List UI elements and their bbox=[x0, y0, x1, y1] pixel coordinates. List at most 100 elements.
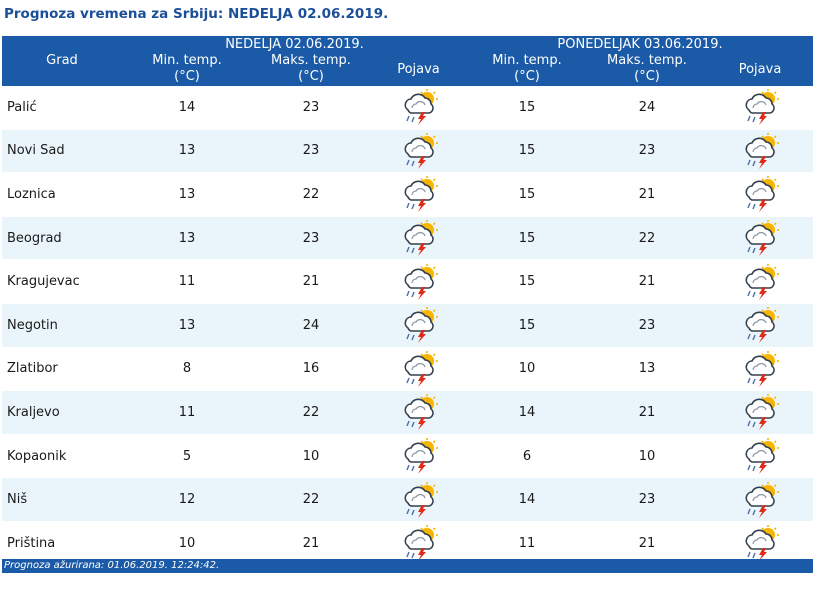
day2-max-temp: 21 bbox=[587, 172, 707, 217]
day2-min-temp: 14 bbox=[467, 390, 587, 435]
day1-pojava bbox=[370, 86, 467, 130]
max-temp-label: Maks. temp. bbox=[271, 53, 351, 68]
day2-max-temp: 21 bbox=[587, 259, 707, 304]
day1-max-temp: 22 bbox=[252, 172, 370, 217]
day2-min-temp: 15 bbox=[467, 303, 587, 348]
thunderstorm-sun-icon bbox=[399, 307, 439, 344]
table-row: Beograd 13 23 15 22 bbox=[2, 216, 814, 261]
city-name: Zlatibor bbox=[2, 347, 122, 392]
day2-pojava bbox=[707, 347, 814, 392]
day1-min-temp: 11 bbox=[122, 259, 252, 304]
day2-pojava bbox=[707, 259, 814, 304]
day2-max-temp: 24 bbox=[587, 86, 707, 130]
day1-min-temp: 8 bbox=[122, 347, 252, 392]
day2-min-temp: 15 bbox=[467, 172, 587, 217]
thunderstorm-sun-icon bbox=[399, 132, 439, 169]
city-name: Negotin bbox=[2, 303, 122, 348]
thunderstorm-sun-icon bbox=[399, 525, 439, 562]
day1-pojava bbox=[370, 521, 467, 566]
table-row: Negotin 13 24 15 23 bbox=[2, 303, 814, 348]
day2-pojava bbox=[707, 86, 814, 130]
column-header-day1-pojava: Pojava bbox=[370, 53, 467, 86]
table-header-row-fields: Min. temp. (°C) Maks. temp. (°C) Pojava … bbox=[2, 53, 814, 86]
max-temp-label: Maks. temp. bbox=[607, 53, 687, 68]
day1-min-temp: 14 bbox=[122, 86, 252, 130]
day1-max-temp: 24 bbox=[252, 303, 370, 348]
day1-min-temp: 13 bbox=[122, 129, 252, 174]
day1-max-temp: 21 bbox=[252, 259, 370, 304]
column-header-day2-pojava: Pojava bbox=[707, 53, 814, 86]
city-name: Kraljevo bbox=[2, 390, 122, 435]
city-name: Novi Sad bbox=[2, 129, 122, 174]
day2-pojava bbox=[707, 172, 814, 217]
table-row: Priština 10 21 11 21 bbox=[2, 521, 814, 566]
thunderstorm-sun-icon bbox=[740, 394, 780, 431]
table-header-row-days: Grad NEDELJA 02.06.2019. PONEDELJAK 03.0… bbox=[2, 36, 814, 86]
day2-max-temp: 10 bbox=[587, 434, 707, 479]
table-row: Kraljevo 11 22 14 21 bbox=[2, 390, 814, 435]
day2-pojava bbox=[707, 303, 814, 348]
day1-pojava bbox=[370, 477, 467, 522]
day1-min-temp: 10 bbox=[122, 521, 252, 566]
day1-min-temp: 11 bbox=[122, 390, 252, 435]
day2-min-temp: 11 bbox=[467, 521, 587, 566]
thunderstorm-sun-icon bbox=[399, 481, 439, 518]
day1-max-temp: 16 bbox=[252, 347, 370, 392]
thunderstorm-sun-icon bbox=[740, 350, 780, 387]
page-title: Prognoza vremena za Srbiju: NEDELJA 02.0… bbox=[4, 6, 389, 22]
day1-min-temp: 13 bbox=[122, 303, 252, 348]
thunderstorm-sun-icon bbox=[740, 263, 780, 300]
day2-min-temp: 15 bbox=[467, 259, 587, 304]
thunderstorm-sun-icon bbox=[740, 481, 780, 518]
day1-min-temp: 5 bbox=[122, 434, 252, 479]
table-row: Niš 12 22 14 23 bbox=[2, 477, 814, 522]
city-name: Palić bbox=[2, 86, 122, 130]
day1-max-temp: 22 bbox=[252, 390, 370, 435]
thunderstorm-sun-icon bbox=[399, 176, 439, 213]
day2-min-temp: 15 bbox=[467, 86, 587, 130]
city-name: Beograd bbox=[2, 216, 122, 261]
day2-max-temp: 23 bbox=[587, 129, 707, 174]
table-row: Kopaonik 5 10 6 10 bbox=[2, 434, 814, 479]
table-row: Zlatibor 8 16 10 13 bbox=[2, 347, 814, 392]
day2-min-temp: 6 bbox=[467, 434, 587, 479]
thunderstorm-sun-icon bbox=[399, 350, 439, 387]
column-header-day1-max: Maks. temp. (°C) bbox=[252, 53, 370, 86]
thunderstorm-sun-icon bbox=[399, 263, 439, 300]
table-row: Palić 14 23 15 24 bbox=[2, 86, 814, 130]
thunderstorm-sun-icon bbox=[399, 438, 439, 475]
column-header-day2-min: Min. temp. (°C) bbox=[467, 53, 587, 86]
day2-pojava bbox=[707, 477, 814, 522]
day1-pojava bbox=[370, 172, 467, 217]
thunderstorm-sun-icon bbox=[399, 89, 439, 126]
day1-min-temp: 12 bbox=[122, 477, 252, 522]
thunderstorm-sun-icon bbox=[399, 220, 439, 257]
day1-max-temp: 10 bbox=[252, 434, 370, 479]
unit-label: (°C) bbox=[634, 69, 660, 84]
thunderstorm-sun-icon bbox=[740, 220, 780, 257]
day1-max-temp: 22 bbox=[252, 477, 370, 522]
unit-label: (°C) bbox=[298, 69, 324, 84]
thunderstorm-sun-icon bbox=[740, 525, 780, 562]
update-footer: Prognoza ažurirana: 01.06.2019. 12:24:42… bbox=[2, 559, 813, 573]
day1-pojava bbox=[370, 390, 467, 435]
thunderstorm-sun-icon bbox=[399, 394, 439, 431]
column-header-day2-max: Maks. temp. (°C) bbox=[587, 53, 707, 86]
day2-pojava bbox=[707, 521, 814, 566]
city-name: Kopaonik bbox=[2, 434, 122, 479]
day1-max-temp: 23 bbox=[252, 216, 370, 261]
city-name: Kragujevac bbox=[2, 259, 122, 304]
day1-min-temp: 13 bbox=[122, 172, 252, 217]
day1-pojava bbox=[370, 216, 467, 261]
day1-pojava bbox=[370, 434, 467, 479]
day1-pojava bbox=[370, 259, 467, 304]
min-temp-label: Min. temp. bbox=[492, 53, 562, 68]
table-row: Kragujevac 11 21 15 21 bbox=[2, 259, 814, 304]
thunderstorm-sun-icon bbox=[740, 307, 780, 344]
day2-min-temp: 15 bbox=[467, 129, 587, 174]
unit-label: (°C) bbox=[514, 69, 540, 84]
day2-pojava bbox=[707, 434, 814, 479]
day2-pojava bbox=[707, 390, 814, 435]
thunderstorm-sun-icon bbox=[740, 176, 780, 213]
thunderstorm-sun-icon bbox=[740, 132, 780, 169]
